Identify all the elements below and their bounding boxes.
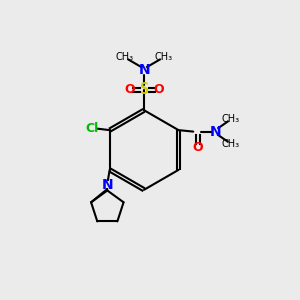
Text: O: O (154, 83, 164, 96)
Text: S: S (140, 82, 149, 97)
Text: CH₃: CH₃ (222, 114, 240, 124)
Text: N: N (210, 124, 222, 139)
Text: CH₃: CH₃ (222, 139, 240, 149)
Text: O: O (192, 141, 203, 154)
Text: CH₃: CH₃ (116, 52, 134, 62)
Text: N: N (138, 64, 150, 77)
Text: O: O (124, 83, 135, 96)
Text: Cl: Cl (85, 122, 99, 135)
Text: N: N (101, 178, 113, 192)
Text: CH₃: CH₃ (154, 52, 172, 62)
